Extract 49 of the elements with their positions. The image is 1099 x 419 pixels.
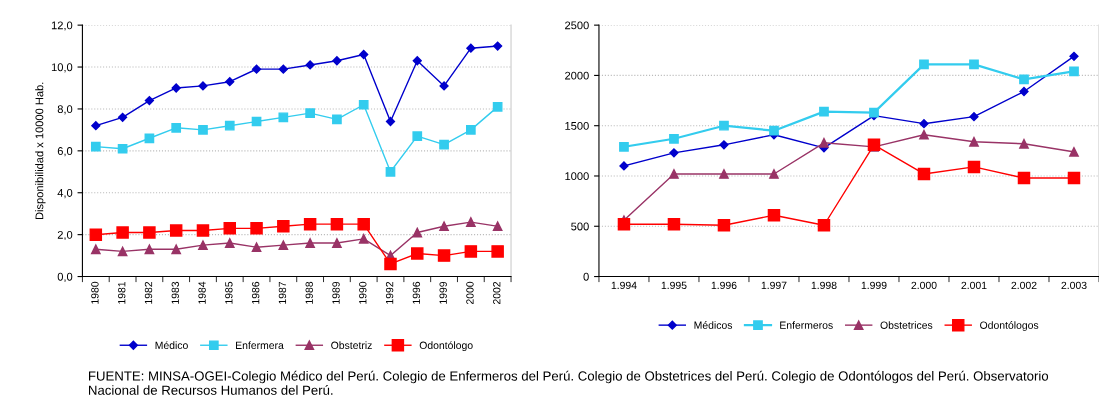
y-axis-title: Disponibilidad x 10000 Hab. xyxy=(35,82,46,220)
x-tick-label: 2000 xyxy=(466,281,474,305)
x-tick-label: 2.000 xyxy=(911,281,937,290)
y-tick-label: 6,0 xyxy=(57,147,73,157)
x-tick-label: 1985 xyxy=(225,281,233,304)
x-tick-label: 1986 xyxy=(251,281,260,304)
legend-label: Obstetriz xyxy=(331,341,372,349)
legend-label: Enfermera xyxy=(236,341,284,349)
y-tick-label: 0 xyxy=(583,272,589,281)
y-tick-label: 2000 xyxy=(565,71,589,80)
x-tick-label: 1999 xyxy=(439,281,447,304)
legend-label: Enfermeros xyxy=(780,321,833,329)
x-tick-label: 2.003 xyxy=(1061,281,1087,290)
y-tick-label: 1000 xyxy=(565,172,589,181)
y-tick-label: 4,0 xyxy=(57,189,73,199)
x-tick-label: 1996 xyxy=(412,281,421,304)
x-tick-label: 1983 xyxy=(171,281,179,304)
x-tick-label: 1.996 xyxy=(711,281,737,290)
x-tick-label: 1984 xyxy=(198,281,206,304)
y-tick-label: 10,0 xyxy=(51,63,73,73)
x-tick-label: 1982 xyxy=(144,281,153,304)
legend-label: Odontólogo xyxy=(419,341,473,352)
x-tick-label: 1987 xyxy=(278,281,287,304)
y-tick-label: 2500 xyxy=(565,21,589,30)
y-tick-label: 8,0 xyxy=(57,105,73,115)
y-tick-label: 500 xyxy=(571,222,589,231)
source-note: FUENTE: MINSA-OGEI-Colegio Médico del Perú. Colegio de Enfermeros del Perú. Colegio de Obstetrices del Perú. Colegio de Odontólogos del Perú. Observatorio Nacional de Recursos Humanos del Perú. xyxy=(89,370,1049,395)
y-tick-label: 0,0 xyxy=(57,272,73,282)
x-tick-label: 1.995 xyxy=(661,281,687,290)
y-tick-label: 12,0 xyxy=(51,21,73,31)
x-tick-label: 1981 xyxy=(118,281,126,304)
legend-label: Médico xyxy=(155,341,188,349)
x-tick-label: 1992 xyxy=(385,281,394,304)
x-tick-label: 1.994 xyxy=(611,281,637,290)
x-tick-label: 1.997 xyxy=(761,281,787,290)
x-tick-label: 2.002 xyxy=(1011,281,1037,290)
x-tick-label: 2.001 xyxy=(961,281,987,290)
legend-label: Médicos xyxy=(694,321,733,329)
x-tick-label: 1.999 xyxy=(861,281,887,290)
x-tick-label: 1990 xyxy=(359,281,367,304)
x-tick-label: 1988 xyxy=(305,281,313,304)
y-tick-label: 2,0 xyxy=(57,230,73,241)
x-tick-label: 1.998 xyxy=(811,281,837,290)
legend-label: Odontólogos xyxy=(980,321,1039,331)
x-tick-label: 1989 xyxy=(332,281,340,304)
y-tick-label: 1500 xyxy=(565,121,589,130)
x-tick-label: 1980 xyxy=(91,281,99,304)
x-tick-label: 2002 xyxy=(493,281,501,305)
legend-label: Obstetrices xyxy=(880,321,933,329)
